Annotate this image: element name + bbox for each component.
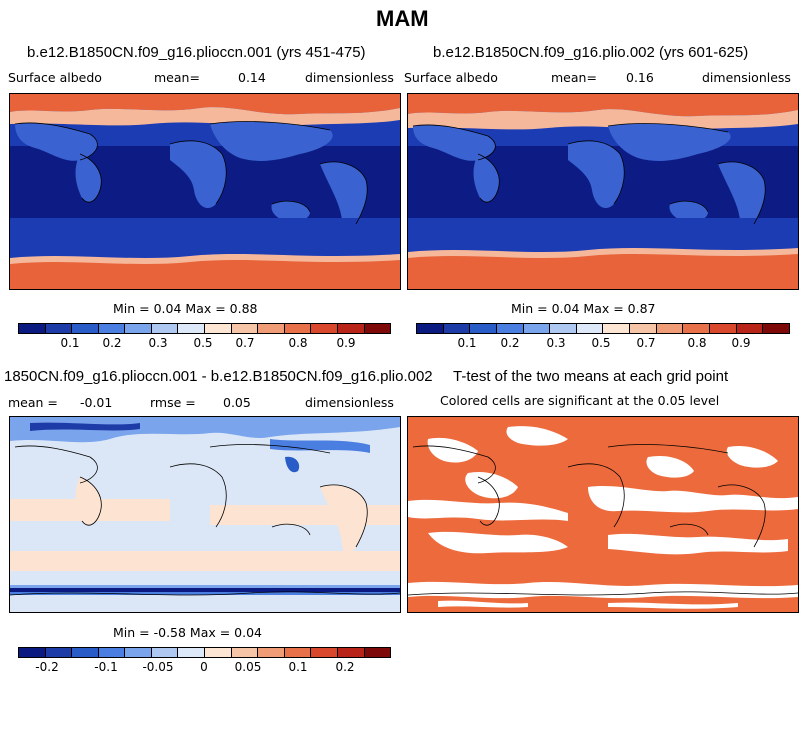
- panel2-units: dimensionless: [702, 70, 791, 85]
- panel1-tick: 0.1: [60, 336, 80, 350]
- panel3-tick: 0.05: [234, 660, 262, 674]
- panel2-tick: 0.8: [687, 336, 707, 350]
- panel2-tick: 0.1: [457, 336, 477, 350]
- panel4-map: [407, 416, 799, 613]
- colorbar-swatch: [550, 324, 577, 333]
- panel1-mean-value: 0.14: [238, 70, 266, 85]
- colorbar-swatch: [311, 648, 338, 657]
- colorbar-swatch: [258, 324, 285, 333]
- panel3-mean-value: -0.01: [80, 395, 113, 410]
- colorbar-swatch: [151, 324, 179, 333]
- panel1-variable: Surface albedo: [8, 70, 102, 85]
- colorbar-swatch: [337, 648, 365, 657]
- colorbar-swatch: [630, 324, 657, 333]
- panel3-rmse-value: 0.05: [223, 395, 251, 410]
- panel1-mean-label: mean=: [154, 70, 200, 85]
- panel1-title: b.e12.B1850CN.f09_g16.plioccn.001 (yrs 4…: [27, 44, 366, 61]
- panel2-map: [407, 93, 799, 290]
- panel4-subtitle: Colored cells are significant at the 0.0…: [440, 393, 720, 408]
- panel2-mean-label: mean=: [551, 70, 597, 85]
- colorbar-swatch: [284, 324, 312, 333]
- albedo-map-2: [408, 94, 798, 289]
- albedo-map-1: [10, 94, 400, 289]
- figure-title: MAM: [376, 6, 429, 31]
- panel2-tick: 0.2: [500, 336, 520, 350]
- panel2-tick: 0.3: [546, 336, 566, 350]
- panel1-minmax: Min = 0.04 Max = 0.88: [113, 301, 258, 316]
- panel2-mean-value: 0.16: [626, 70, 654, 85]
- panel3-tick: 0.2: [335, 660, 355, 674]
- colorbar-swatch: [178, 648, 206, 657]
- panel1-tick: 0.9: [336, 336, 356, 350]
- panel3-colorbar: [18, 647, 391, 658]
- colorbar-swatch: [337, 324, 365, 333]
- panel1-tick: 0.7: [235, 336, 255, 350]
- colorbar-swatch: [125, 648, 152, 657]
- colorbar-swatch: [656, 324, 684, 333]
- panel3-tick: -0.05: [142, 660, 174, 674]
- colorbar-swatch: [763, 324, 789, 333]
- panel2-title: b.e12.B1850CN.f09_g16.plio.002 (yrs 601-…: [433, 44, 749, 61]
- colorbar-swatch: [683, 324, 711, 333]
- ttest-significance-map: [408, 417, 798, 612]
- panel3-map: [9, 416, 401, 613]
- panel1-tick: 0.2: [102, 336, 122, 350]
- panel2-tick: 0.7: [636, 336, 656, 350]
- colorbar-swatch: [178, 324, 206, 333]
- panel1-colorbar: [18, 323, 391, 334]
- colorbar-swatch: [45, 324, 73, 333]
- panel1-tick: 0.5: [193, 336, 213, 350]
- panel1-tick: 0.3: [148, 336, 168, 350]
- colorbar-swatch: [151, 648, 179, 657]
- panel2-minmax: Min = 0.04 Max = 0.87: [511, 301, 656, 316]
- colorbar-swatch: [98, 648, 126, 657]
- panel3-title: 1850CN.f09_g16.plioccn.001 - b.e12.B1850…: [4, 368, 433, 385]
- colorbar-swatch: [364, 648, 391, 657]
- panel1-units: dimensionless: [305, 70, 394, 85]
- colorbar-swatch: [417, 324, 444, 333]
- panel3-units: dimensionless: [305, 395, 394, 410]
- colorbar-swatch: [496, 324, 524, 333]
- panel2-tick: 0.5: [591, 336, 611, 350]
- colorbar-swatch: [205, 324, 232, 333]
- panel3-mean-label: mean =: [8, 395, 58, 410]
- colorbar-swatch: [576, 324, 604, 333]
- colorbar-swatch: [45, 648, 73, 657]
- colorbar-swatch: [258, 648, 285, 657]
- colorbar-swatch: [736, 324, 764, 333]
- colorbar-swatch: [205, 648, 232, 657]
- colorbar-swatch: [710, 324, 737, 333]
- colorbar-swatch: [125, 324, 152, 333]
- panel4-title: T-test of the two means at each grid poi…: [453, 368, 729, 385]
- panel1-map: [9, 93, 401, 290]
- colorbar-swatch: [19, 324, 46, 333]
- panel3-minmax: Min = -0.58 Max = 0.04: [113, 625, 263, 640]
- panel3-rmse-label: rmse =: [150, 395, 196, 410]
- panel3-tick: 0: [200, 660, 208, 674]
- colorbar-swatch: [603, 324, 631, 333]
- colorbar-swatch: [231, 648, 259, 657]
- panel1-tick: 0.8: [288, 336, 308, 350]
- colorbar-swatch: [523, 324, 551, 333]
- panel2-variable: Surface albedo: [404, 70, 498, 85]
- panel3-tick: -0.1: [94, 660, 118, 674]
- colorbar-swatch: [98, 324, 126, 333]
- colorbar-swatch: [364, 324, 391, 333]
- panel2-tick: 0.9: [731, 336, 751, 350]
- difference-map: [10, 417, 400, 612]
- colorbar-swatch: [19, 648, 46, 657]
- colorbar-swatch: [470, 324, 497, 333]
- colorbar-swatch: [231, 324, 259, 333]
- panel3-tick: 0.1: [288, 660, 308, 674]
- colorbar-swatch: [72, 324, 99, 333]
- colorbar-swatch: [284, 648, 312, 657]
- panel2-colorbar: [416, 323, 790, 334]
- colorbar-swatch: [311, 324, 338, 333]
- panel3-tick: -0.2: [35, 660, 59, 674]
- colorbar-swatch: [443, 324, 471, 333]
- colorbar-swatch: [72, 648, 99, 657]
